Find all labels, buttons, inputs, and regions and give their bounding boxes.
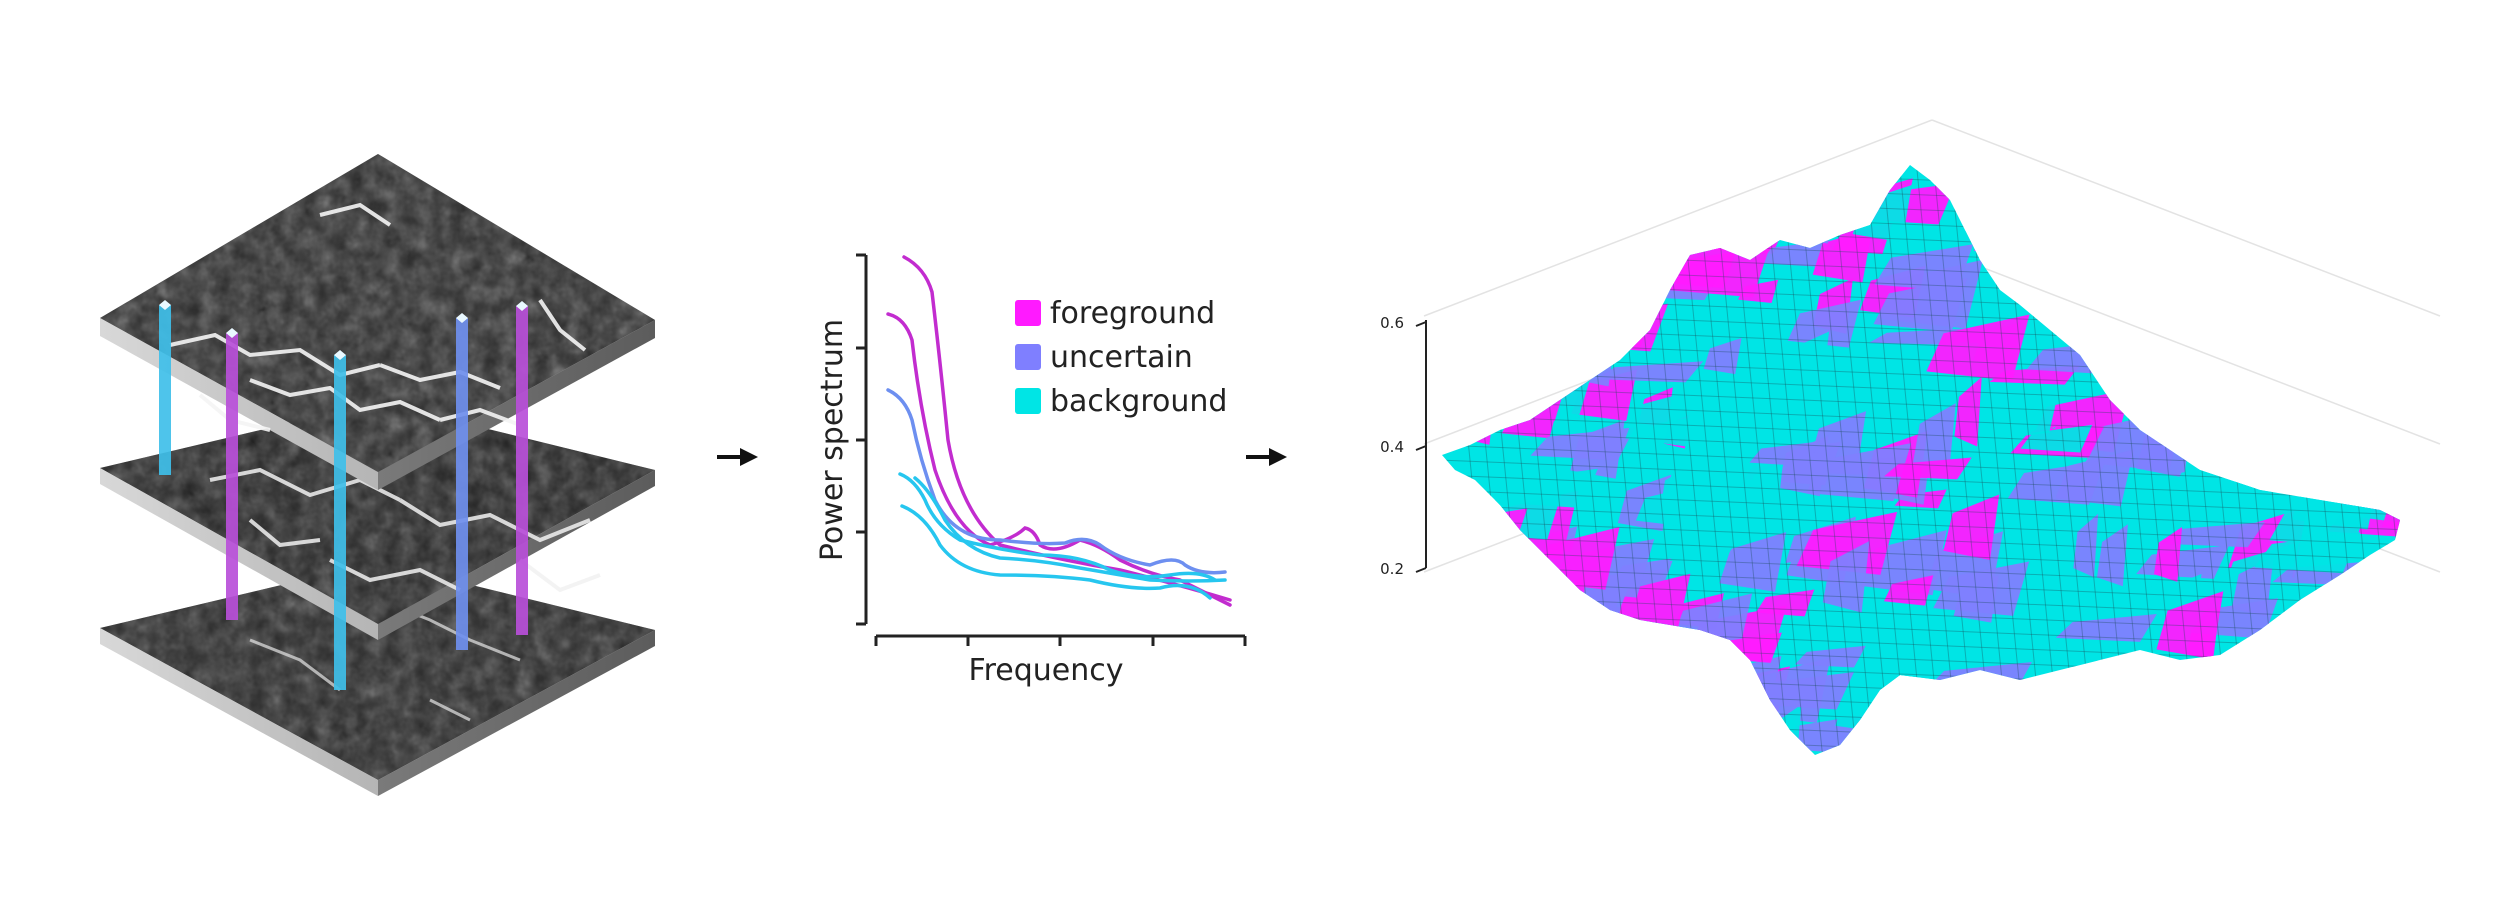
z-tick-label: 0.6 — [1380, 314, 1404, 332]
pillar-cap — [226, 328, 238, 338]
z-tick-label: 0.4 — [1380, 438, 1404, 456]
pillar-cap — [456, 313, 468, 323]
series-line-foreground-2 — [886, 312, 1232, 607]
pillar — [456, 318, 468, 650]
z-tick-labels: 0.6 0.4 0.2 — [1380, 314, 1404, 578]
legend-label-foreground: foreground — [1050, 296, 1215, 331]
pillars — [159, 300, 528, 690]
layer-texture — [100, 154, 655, 472]
legend-swatch-background — [1015, 388, 1041, 414]
surface-plot: 0.6 0.4 0.2 — [1380, 119, 2441, 755]
pillar-cap — [516, 301, 528, 311]
arrow-right-icon — [1246, 448, 1287, 466]
pillar — [159, 305, 171, 475]
x-axis-label: Frequency — [969, 653, 1124, 688]
stack-layer-top — [100, 154, 655, 490]
legend-swatch-foreground — [1015, 300, 1041, 326]
series-line-uncertain-1 — [886, 388, 1227, 575]
pillar-cap — [159, 300, 171, 310]
pillar-cap — [334, 350, 346, 360]
y-axis-label: Power spectrum — [815, 319, 850, 561]
series-line-background-2 — [900, 504, 1212, 600]
legend-swatch-uncertain — [1015, 344, 1041, 370]
layer-left-edge — [100, 468, 378, 640]
z-tick-label: 0.2 — [1380, 560, 1404, 578]
legend-label-background: background — [1050, 384, 1227, 419]
arrow-right-icon — [717, 448, 758, 466]
layer-right-edge — [378, 630, 655, 796]
chart-legend: foreground uncertain background — [1015, 296, 1227, 419]
pillar — [334, 355, 346, 690]
pillar — [226, 333, 238, 620]
layer-left-edge — [100, 628, 378, 796]
legend-label-uncertain: uncertain — [1050, 340, 1193, 375]
spectrum-chart: Power spectrum Frequency foreground uncer… — [815, 253, 1247, 688]
y-axis — [856, 253, 868, 626]
series-line-foreground-1 — [902, 255, 1232, 602]
series-line-background-1 — [898, 472, 1217, 582]
image-stack — [100, 154, 655, 796]
spectrum-lines — [886, 255, 1232, 607]
x-axis — [874, 634, 1247, 646]
z-axis — [1415, 320, 1427, 573]
surface-mesh — [1442, 165, 2400, 755]
series-line-background-3 — [913, 476, 1227, 583]
pillar — [516, 306, 528, 635]
